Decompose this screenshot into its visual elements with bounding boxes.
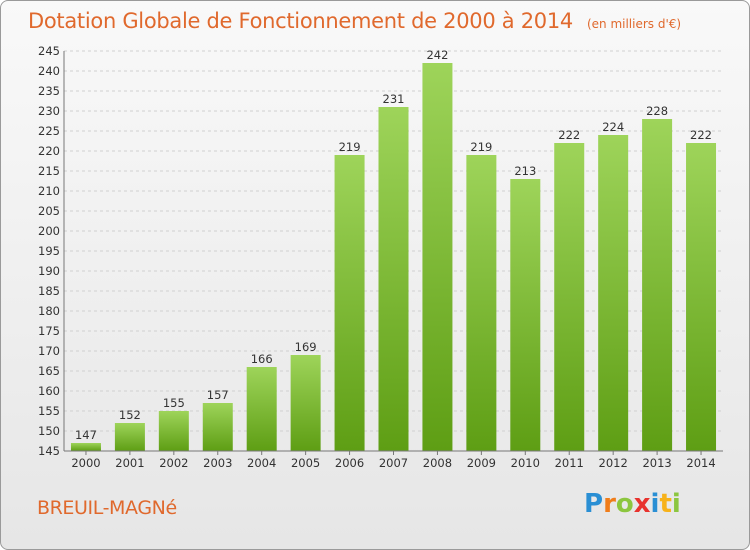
x-tick-label: 2014 <box>686 456 715 470</box>
bar <box>686 143 717 451</box>
y-tick-label: 155 <box>38 404 60 418</box>
bar-value-label: 224 <box>602 120 624 134</box>
y-tick-label: 150 <box>38 424 60 438</box>
x-tick-label: 2002 <box>159 456 188 470</box>
y-tick-label: 195 <box>38 244 60 258</box>
y-tick-label: 190 <box>38 264 60 278</box>
x-tick-label: 2008 <box>423 456 452 470</box>
y-tick-label: 235 <box>38 84 60 98</box>
chart-title: Dotation Globale de Fonctionnement de 20… <box>28 9 573 33</box>
x-tick-label: 2000 <box>71 456 100 470</box>
x-tick-label: 2006 <box>335 456 364 470</box>
x-tick-label: 2010 <box>511 456 540 470</box>
proxiti-logo[interactable]: Proxiti <box>584 489 681 519</box>
bar <box>598 135 629 451</box>
y-tick-label: 160 <box>38 384 60 398</box>
bar <box>466 155 497 451</box>
bar <box>246 367 277 451</box>
y-tick-label: 180 <box>38 304 60 318</box>
bar <box>642 119 673 451</box>
commune-name: BREUIL-MAGNé <box>37 497 177 519</box>
x-tick-label: 2001 <box>115 456 144 470</box>
bar <box>554 143 585 451</box>
title-row: Dotation Globale de Fonctionnement de 20… <box>28 9 681 33</box>
logo-letter: o <box>615 489 634 519</box>
y-tick-label: 215 <box>38 164 60 178</box>
logo-letter: i <box>671 489 681 519</box>
y-tick-label: 240 <box>38 64 60 78</box>
logo-letter: i <box>650 489 660 519</box>
bar-value-label: 219 <box>339 140 361 154</box>
x-tick-label: 2003 <box>203 456 232 470</box>
y-tick-label: 170 <box>38 344 60 358</box>
bar-value-label: 219 <box>470 140 492 154</box>
bar-value-label: 242 <box>426 48 448 62</box>
y-tick-label: 245 <box>38 44 60 58</box>
bar-value-label: 213 <box>514 164 536 178</box>
bar <box>378 107 409 451</box>
x-tick-label: 2012 <box>599 456 628 470</box>
bar <box>70 443 101 451</box>
y-tick-label: 165 <box>38 364 60 378</box>
logo-letter: t <box>659 489 672 519</box>
axes: 145 150 155 160 165 170 175 180 185 190 195 200 205 2… <box>38 44 723 470</box>
logo-letter: x <box>633 489 651 519</box>
bar <box>334 155 365 451</box>
x-tick-label: 2004 <box>247 456 276 470</box>
y-tick-label: 230 <box>38 104 60 118</box>
bar-value-label: 222 <box>690 128 712 142</box>
bar <box>114 423 145 451</box>
bar <box>158 411 189 451</box>
x-tick-label: 2011 <box>555 456 584 470</box>
x-tick-label: 2009 <box>467 456 496 470</box>
bar-value-label: 228 <box>646 104 668 118</box>
logo-letter: r <box>603 489 616 519</box>
bar <box>202 403 233 451</box>
bar-value-label: 155 <box>163 396 185 410</box>
bar <box>422 63 453 451</box>
bar-value-label: 147 <box>75 428 97 442</box>
bar-value-label: 166 <box>251 352 273 366</box>
y-tick-label: 220 <box>38 144 60 158</box>
bar-value-label: 157 <box>207 388 229 402</box>
bar-value-label: 169 <box>295 340 317 354</box>
x-tick-label: 2007 <box>379 456 408 470</box>
bar <box>290 355 321 451</box>
unit-note: (en milliers d'€) <box>586 17 682 31</box>
bar-value-label: 231 <box>383 92 405 106</box>
y-tick-label: 145 <box>38 444 60 458</box>
logo-letter: P <box>584 489 604 519</box>
bars: 147 152 155 157 166 169 219 231 242 219 213 222 224 2… <box>70 48 717 451</box>
y-tick-label: 205 <box>38 204 60 218</box>
y-tick-label: 185 <box>38 284 60 298</box>
y-tick-label: 225 <box>38 124 60 138</box>
y-tick-label: 210 <box>38 184 60 198</box>
bar <box>510 179 541 451</box>
y-tick-label: 175 <box>38 324 60 338</box>
x-tick-label: 2005 <box>291 456 320 470</box>
bar-value-label: 152 <box>119 408 141 422</box>
y-tick-label: 200 <box>38 224 60 238</box>
x-tick-label: 2013 <box>642 456 671 470</box>
bar-value-label: 222 <box>558 128 580 142</box>
